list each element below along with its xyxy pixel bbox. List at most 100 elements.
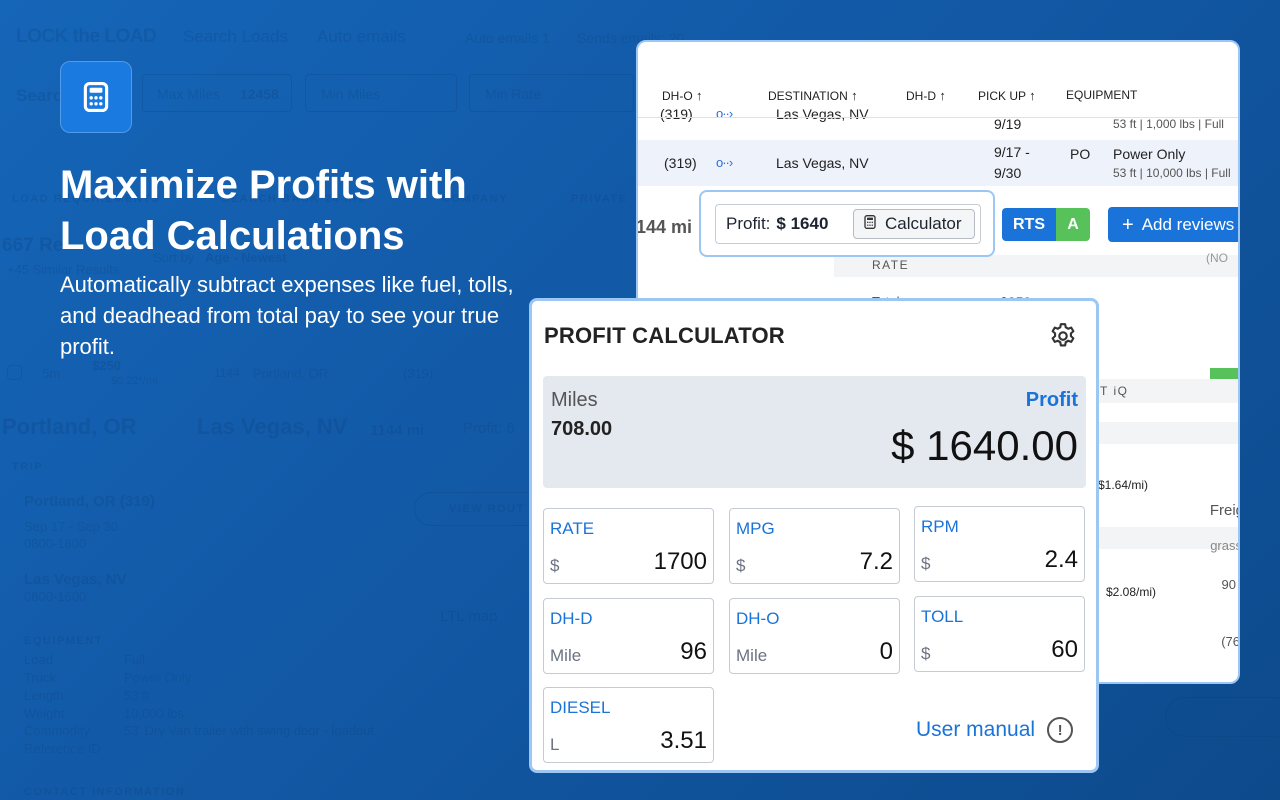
profit-summary: Profit: $ 1640 Calculator [715, 204, 981, 244]
row2-equipment-sub: 53 ft | 10,000 lbs | Full [1113, 166, 1231, 180]
row-dh: (319) [403, 366, 434, 381]
field-value: 96 [680, 638, 707, 665]
route-to: Las Vegas, NV [197, 414, 348, 439]
equip-val-truck: Power Only [124, 670, 192, 685]
equip-key-reference: Reference ID [24, 741, 101, 756]
row1-dh: (319) [660, 106, 693, 122]
bg-pill-button [1165, 697, 1280, 737]
profit-total: $ 1640.00 [891, 422, 1078, 469]
equip-val-weight: 10,000 lbs [124, 706, 184, 721]
field-label: RATE [550, 519, 595, 538]
field-unit: $ [921, 644, 931, 663]
row-origin: Portland, OR [253, 366, 329, 381]
field-unit: $ [921, 554, 931, 573]
rate-label: RATE [872, 258, 910, 272]
grade-badge: A [1056, 208, 1090, 241]
route-profit: Profit: 6 [463, 420, 515, 437]
stop1-date: Sep 17 - Sep 30 [24, 519, 118, 534]
field-unit: $ [550, 556, 560, 575]
field-label: MPG [736, 519, 775, 538]
min-miles-placeholder: Min Miles [321, 86, 381, 102]
gear-icon[interactable] [1048, 321, 1078, 351]
row2-equipment: Power Only [1113, 146, 1186, 162]
min-rate-placeholder: Min Rate [485, 86, 542, 102]
mpg-field[interactable]: MPG $ 7.2 [729, 508, 900, 584]
equipment-label: EQUIPMENT [24, 635, 103, 647]
field-value: 1700 [653, 548, 707, 575]
stop2-time: 0800-1600 [24, 589, 87, 604]
field-value: 3.51 [660, 727, 707, 754]
field-value: 0 [879, 638, 893, 665]
tiq-label: T iQ [1100, 384, 1129, 398]
row2-dh: (319) [664, 155, 697, 171]
add-reviews-button[interactable]: + Add reviews [1108, 207, 1238, 242]
field-unit: $ [736, 556, 746, 575]
header-destination[interactable]: DESTINATION ↑ [768, 88, 858, 103]
rate-field[interactable]: RATE $ 1700 [543, 508, 714, 584]
calculator-icon [862, 214, 878, 235]
calculator-button[interactable]: Calculator [853, 209, 975, 239]
equip-val-length: 53 ft [124, 688, 150, 703]
calculator-icon [60, 61, 132, 133]
miles-label: Miles [551, 389, 598, 411]
profit-calculator: PROFIT CALCULATOR Miles 708.00 Profit $ … [529, 298, 1099, 773]
strip-2 [1098, 422, 1238, 444]
plus-icon: + [1122, 213, 1134, 236]
col-private: PRIVATE [571, 193, 628, 205]
calculator-summary: Miles 708.00 Profit $ 1640.00 [543, 376, 1086, 488]
route-arrow-icon: o··› [716, 106, 733, 121]
calculator-title: PROFIT CALCULATOR [544, 323, 785, 348]
min-rate-field [469, 74, 634, 112]
field-label: RPM [921, 517, 959, 536]
equip-key-truck: Truck [24, 670, 57, 685]
stat-auto-emails: Auto emails 1 [465, 30, 550, 46]
table-row[interactable] [638, 140, 1238, 186]
header-dh-d[interactable]: DH-D ↑ [906, 88, 946, 103]
route-miles: 1144 mi [370, 422, 425, 439]
field-unit: Mile [736, 646, 768, 665]
grass-label: grass [1210, 538, 1240, 553]
row2-destination: Las Vegas, NV [776, 155, 869, 171]
results-count: 667 Re [2, 235, 64, 256]
user-manual-link[interactable]: User manual ! [916, 717, 1074, 743]
header-pick-up[interactable]: PICK UP ↑ [978, 88, 1036, 103]
rpm-value-2: $2.08/mi) [1106, 585, 1157, 599]
equip-val-commodity: 53' Dry Van trailer with swing door - lo… [124, 723, 375, 738]
row-age: 5m [42, 366, 61, 381]
row2-pickup-start: 9/17 - [994, 144, 1030, 160]
stop2-city: Las Vegas, NV [24, 571, 127, 588]
field-label: DH-D [550, 609, 593, 628]
dh-o-field[interactable]: DH-O Mile 0 [729, 598, 900, 674]
hero-subtitle: Automatically subtract expenses like fue… [60, 272, 514, 359]
miles-value: 708.00 [551, 418, 613, 440]
toll-field[interactable]: TOLL $ 60 [914, 596, 1085, 672]
field-label: DH-O [736, 609, 780, 628]
view-route-label: VIEW ROUT [449, 503, 525, 515]
field-value: 7.2 [859, 548, 893, 575]
dh-d-field[interactable]: DH-D Mile 96 [543, 598, 714, 674]
rts-badge[interactable]: RTS [1002, 208, 1056, 241]
field-value: 2.4 [1044, 546, 1078, 573]
field-label: TOLL [921, 607, 964, 626]
profit-label: Profit: [726, 214, 771, 233]
field-unit: Mile [550, 646, 582, 665]
route-arrow-icon: o··› [716, 155, 733, 170]
equip-key-load: Load [24, 652, 53, 667]
nav-search-loads: Search Loads [183, 27, 288, 46]
value-76: (76 [1221, 634, 1240, 649]
rpm-field[interactable]: RPM $ 2.4 [914, 506, 1085, 582]
profit-value: $ 1640 [776, 214, 829, 233]
contact-label: CONTACT INFORMATION [24, 786, 186, 798]
diesel-field[interactable]: DIESEL L 3.51 [543, 687, 714, 763]
info-icon: ! [1047, 717, 1074, 743]
header-equipment[interactable]: EQUIPMENT [1066, 88, 1138, 102]
header-dh-o[interactable]: DH-O ↑ [662, 88, 703, 103]
value-90: 90 [1221, 577, 1236, 592]
max-miles-label: Max Miles [157, 86, 221, 102]
trip-label: TRIP [12, 461, 44, 473]
user-manual-label: User manual [916, 718, 1036, 741]
ltl-map-label: LTL map [440, 608, 498, 625]
row-price-sub: $0.22*/mi [111, 375, 158, 387]
row1-equipment-sub: 53 ft | 1,000 lbs | Full [1113, 117, 1224, 131]
